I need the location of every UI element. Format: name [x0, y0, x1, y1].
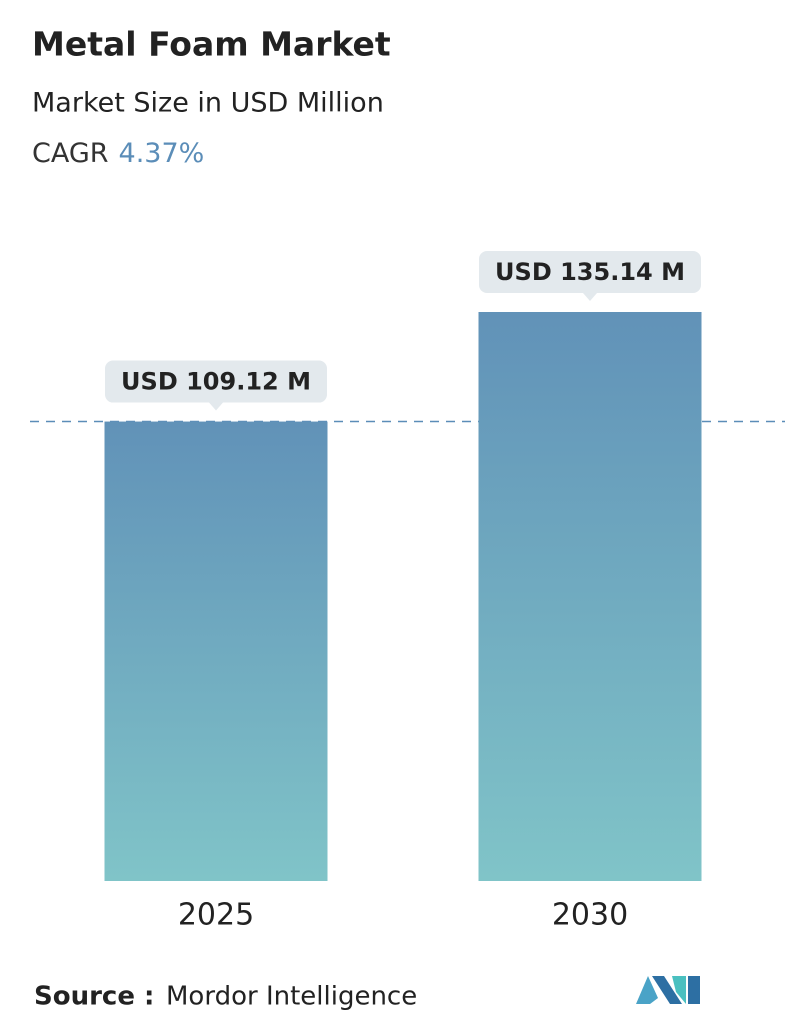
bar	[104, 421, 328, 881]
chart-title: Metal Foam Market	[32, 25, 391, 64]
cagr-label: CAGR	[32, 138, 109, 169]
x-tick-label: 2025	[178, 898, 254, 933]
logo	[636, 976, 700, 1004]
x-tick-label: 2030	[552, 898, 628, 933]
value-label-box	[105, 360, 327, 403]
cagr-value: 4.37%	[119, 138, 205, 169]
chart-subtitle: Market Size in USD Million	[32, 88, 384, 119]
value-label-pointer	[583, 293, 597, 301]
cagr-row: CAGR 4.37%	[32, 138, 204, 169]
source: Mordor Intelligence	[166, 982, 417, 1012]
plot: USD 109.12 M 2025 USD 135.14 M 2030	[30, 251, 785, 933]
value-label: USD 109.12 M	[121, 368, 311, 396]
value-label-pointer	[209, 402, 223, 411]
bar	[478, 312, 702, 881]
source-label: Source :	[34, 982, 154, 1012]
value-label: USD 135.14 M	[495, 258, 685, 286]
value-label-box	[479, 251, 701, 293]
